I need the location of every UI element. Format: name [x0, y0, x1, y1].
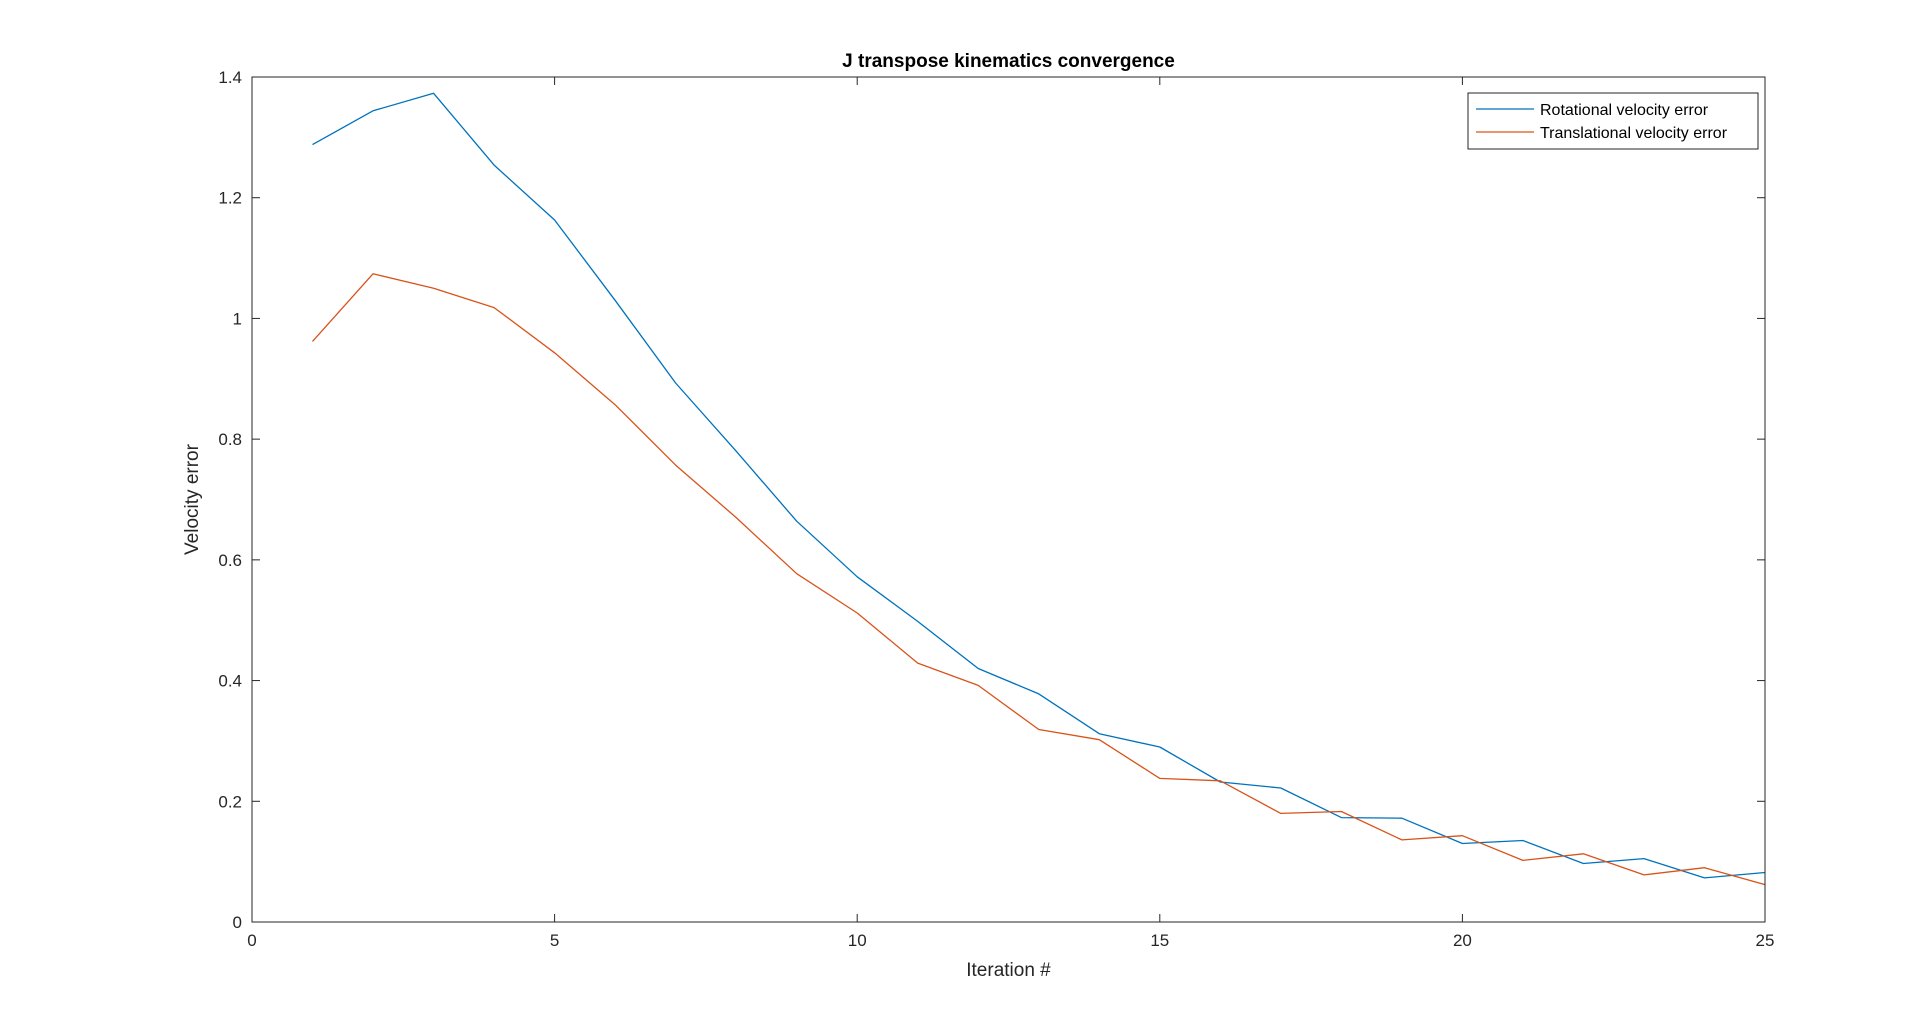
x-tick-label: 15: [1150, 931, 1169, 950]
x-tick-label: 25: [1756, 931, 1775, 950]
plot-area: [252, 77, 1765, 922]
y-tick-label: 0.8: [218, 430, 242, 449]
x-tick-label: 20: [1453, 931, 1472, 950]
legend-label: Translational velocity error: [1540, 125, 1728, 142]
y-tick-label: 0.4: [218, 672, 242, 691]
x-tick-label: 10: [848, 931, 867, 950]
legend: Rotational velocity error Translational v…: [1467, 92, 1759, 150]
legend-label: Rotational velocity error: [1540, 102, 1709, 119]
x-tick-label: 5: [550, 931, 559, 950]
y-tick-label: 0: [233, 913, 242, 932]
y-tick-label: 1: [233, 309, 242, 328]
y-tick-label: 0.6: [218, 551, 242, 570]
series-lines: [312, 92, 1766, 886]
plot-box: [251, 76, 1766, 923]
legend-item: Rotational velocity error: [1476, 102, 1709, 119]
x-axis-label: Iteration #: [966, 960, 1051, 981]
y-tick-label: 1.2: [218, 189, 242, 208]
legend-item: Translational velocity error: [1476, 125, 1728, 142]
chart-title: J transpose kinematics convergence: [842, 51, 1175, 72]
y-tick-label: 0.2: [218, 792, 242, 811]
series-line-translational: [312, 273, 1766, 886]
legend-box: [1467, 92, 1759, 150]
y-axis-label: Velocity error: [182, 443, 203, 555]
y-tick-label: 1.4: [218, 68, 242, 87]
series-line-rotational: [312, 92, 1766, 879]
x-tick-label: 0: [247, 931, 256, 950]
axis-ticks: 0 5 10 15 20 25 0 0.2 0.4 0.6 0.8 1 1.2 1.4: [218, 68, 1774, 950]
